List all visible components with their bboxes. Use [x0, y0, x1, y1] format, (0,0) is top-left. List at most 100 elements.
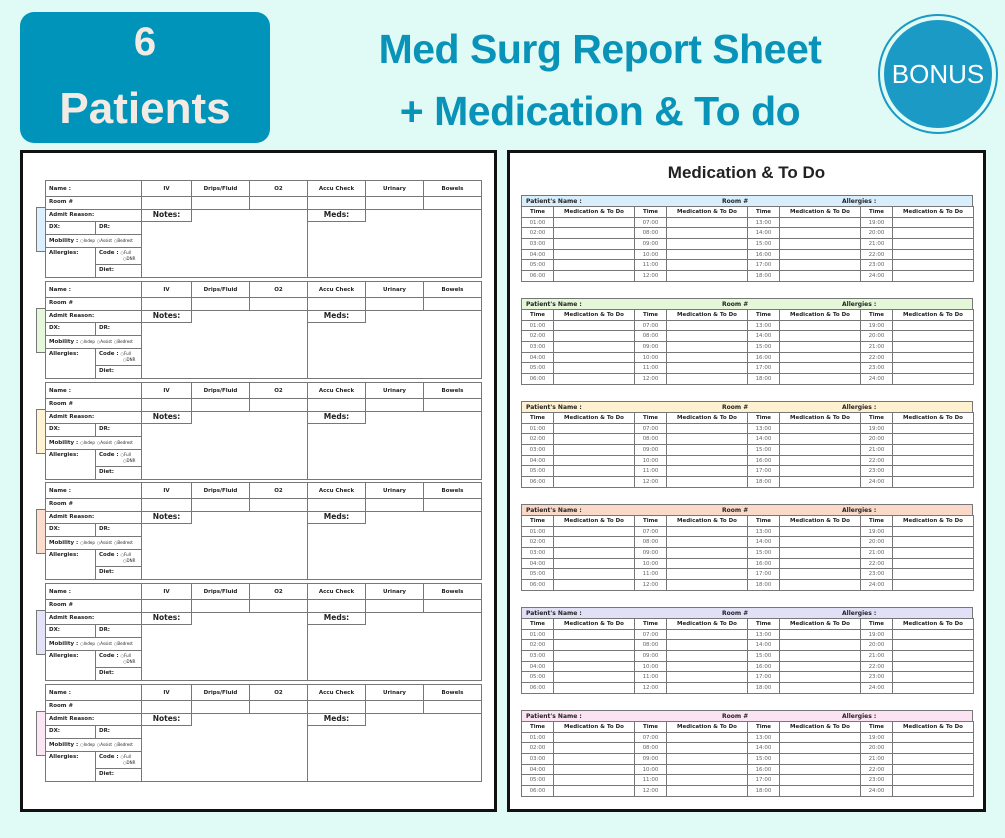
mobility-bedrest-radio[interactable]: ○Bedrest — [113, 439, 133, 445]
name-field[interactable]: Name : — [45, 583, 142, 601]
bowels-cell[interactable] — [423, 599, 482, 614]
patient-name-field[interactable]: Patient's Name : — [526, 301, 582, 308]
medication-cell[interactable] — [553, 774, 635, 787]
iv-cell[interactable] — [141, 397, 192, 412]
medication-cell[interactable] — [553, 422, 635, 435]
medication-cell[interactable] — [553, 227, 635, 240]
bowels-cell[interactable] — [423, 498, 482, 513]
accu-check-cell[interactable] — [307, 196, 366, 210]
medication-cell[interactable] — [779, 742, 861, 755]
medication-cell[interactable] — [553, 444, 635, 456]
medication-cell[interactable] — [892, 753, 974, 765]
medication-cell[interactable] — [779, 373, 861, 385]
drips-cell[interactable] — [191, 599, 250, 614]
medication-cell[interactable] — [666, 259, 748, 272]
medication-cell[interactable] — [666, 216, 748, 229]
medication-cell[interactable] — [666, 774, 748, 787]
medication-cell[interactable] — [779, 579, 861, 591]
medication-cell[interactable] — [779, 454, 861, 467]
medication-cell[interactable] — [892, 351, 974, 364]
diet-field[interactable]: Diet: — [95, 264, 142, 278]
code-full-radio[interactable]: ○Full — [120, 754, 131, 759]
medication-cell[interactable] — [892, 525, 974, 538]
medication-cell[interactable] — [666, 671, 748, 684]
medication-cell[interactable] — [666, 742, 748, 755]
dx-field[interactable]: DX: — [45, 422, 96, 437]
medication-cell[interactable] — [553, 362, 635, 375]
diet-field[interactable]: Diet: — [95, 768, 142, 782]
medication-cell[interactable] — [553, 568, 635, 581]
medication-cell[interactable] — [779, 248, 861, 261]
medication-cell[interactable] — [553, 671, 635, 684]
allergies-field[interactable]: Allergies: — [45, 448, 96, 480]
allergies-field[interactable]: Allergies: — [45, 650, 96, 682]
bowels-cell[interactable] — [423, 397, 482, 412]
mobility-indep-radio[interactable]: ○Indep — [80, 742, 95, 747]
medication-cell[interactable] — [666, 650, 748, 662]
code-full-radio[interactable]: ○Full — [120, 653, 131, 659]
medication-cell[interactable] — [666, 454, 748, 467]
medication-cell[interactable] — [892, 785, 974, 797]
medication-cell[interactable] — [553, 465, 635, 478]
code-field[interactable]: Code : ○Full ○DNR — [95, 650, 142, 669]
medication-cell[interactable] — [666, 341, 748, 353]
dr-field[interactable]: DR: — [95, 422, 142, 437]
room-field[interactable]: Room # — [722, 301, 749, 308]
meds-area[interactable] — [307, 511, 482, 581]
code-dnr-radio[interactable]: ○DNR — [123, 760, 136, 765]
medication-cell[interactable] — [553, 454, 635, 467]
medication-cell[interactable] — [553, 763, 635, 776]
medication-cell[interactable] — [892, 476, 974, 488]
medication-cell[interactable] — [553, 216, 635, 229]
medication-cell[interactable] — [892, 362, 974, 375]
medication-cell[interactable] — [553, 557, 635, 570]
medication-cell[interactable] — [779, 319, 861, 332]
room-field[interactable]: Room # — [722, 610, 749, 617]
mobility-indep-radio[interactable]: ○Indep — [80, 238, 95, 243]
mobility-bedrest-radio[interactable]: ○Bedrest — [113, 742, 133, 747]
allergies-field[interactable]: Allergies: — [45, 347, 96, 379]
mobility-assist-radio[interactable]: ○Assist — [96, 742, 112, 747]
medication-cell[interactable] — [779, 557, 861, 570]
medication-cell[interactable] — [666, 628, 748, 641]
meds-area[interactable] — [307, 209, 482, 278]
allergies-field[interactable]: Allergies: — [45, 549, 96, 581]
allergies-field[interactable]: Allergies: — [45, 247, 96, 278]
medication-cell[interactable] — [779, 628, 861, 641]
medication-cell[interactable] — [666, 351, 748, 364]
meds-area[interactable] — [307, 612, 482, 682]
urinary-cell[interactable] — [365, 700, 424, 714]
medication-cell[interactable] — [892, 557, 974, 570]
medication-cell[interactable] — [779, 671, 861, 684]
room-field[interactable]: Room # — [45, 700, 142, 714]
drips-cell[interactable] — [191, 196, 250, 210]
o2-cell[interactable] — [249, 296, 308, 311]
mobility-field[interactable]: Mobility : ○Indep ○Assist ○Bedrest — [45, 738, 142, 752]
medication-cell[interactable] — [553, 579, 635, 591]
medication-cell[interactable] — [892, 454, 974, 467]
medication-cell[interactable] — [666, 525, 748, 538]
medication-cell[interactable] — [666, 536, 748, 549]
medication-cell[interactable] — [892, 465, 974, 478]
medication-cell[interactable] — [779, 465, 861, 478]
mobility-bedrest-radio[interactable]: ○Bedrest — [113, 238, 133, 243]
mobility-bedrest-radio[interactable]: ○Bedrest — [113, 641, 133, 647]
o2-cell[interactable] — [249, 196, 308, 210]
medication-cell[interactable] — [666, 373, 748, 385]
dx-field[interactable]: DX: — [45, 725, 96, 739]
room-field[interactable]: Room # — [722, 713, 749, 720]
mobility-field[interactable]: Mobility : ○Indep ○Assist ○Bedrest — [45, 234, 142, 248]
allergies-field[interactable]: Allergies: — [45, 751, 96, 782]
medication-cell[interactable] — [666, 362, 748, 375]
medication-cell[interactable] — [779, 525, 861, 538]
accu-check-cell[interactable] — [307, 498, 366, 513]
iv-cell[interactable] — [141, 296, 192, 311]
diet-field[interactable]: Diet: — [95, 667, 142, 682]
medication-cell[interactable] — [892, 660, 974, 673]
medication-cell[interactable] — [892, 330, 974, 343]
medication-cell[interactable] — [553, 650, 635, 662]
name-field[interactable]: Name : — [45, 381, 142, 399]
medication-cell[interactable] — [666, 238, 748, 250]
o2-cell[interactable] — [249, 498, 308, 513]
medication-cell[interactable] — [553, 330, 635, 343]
